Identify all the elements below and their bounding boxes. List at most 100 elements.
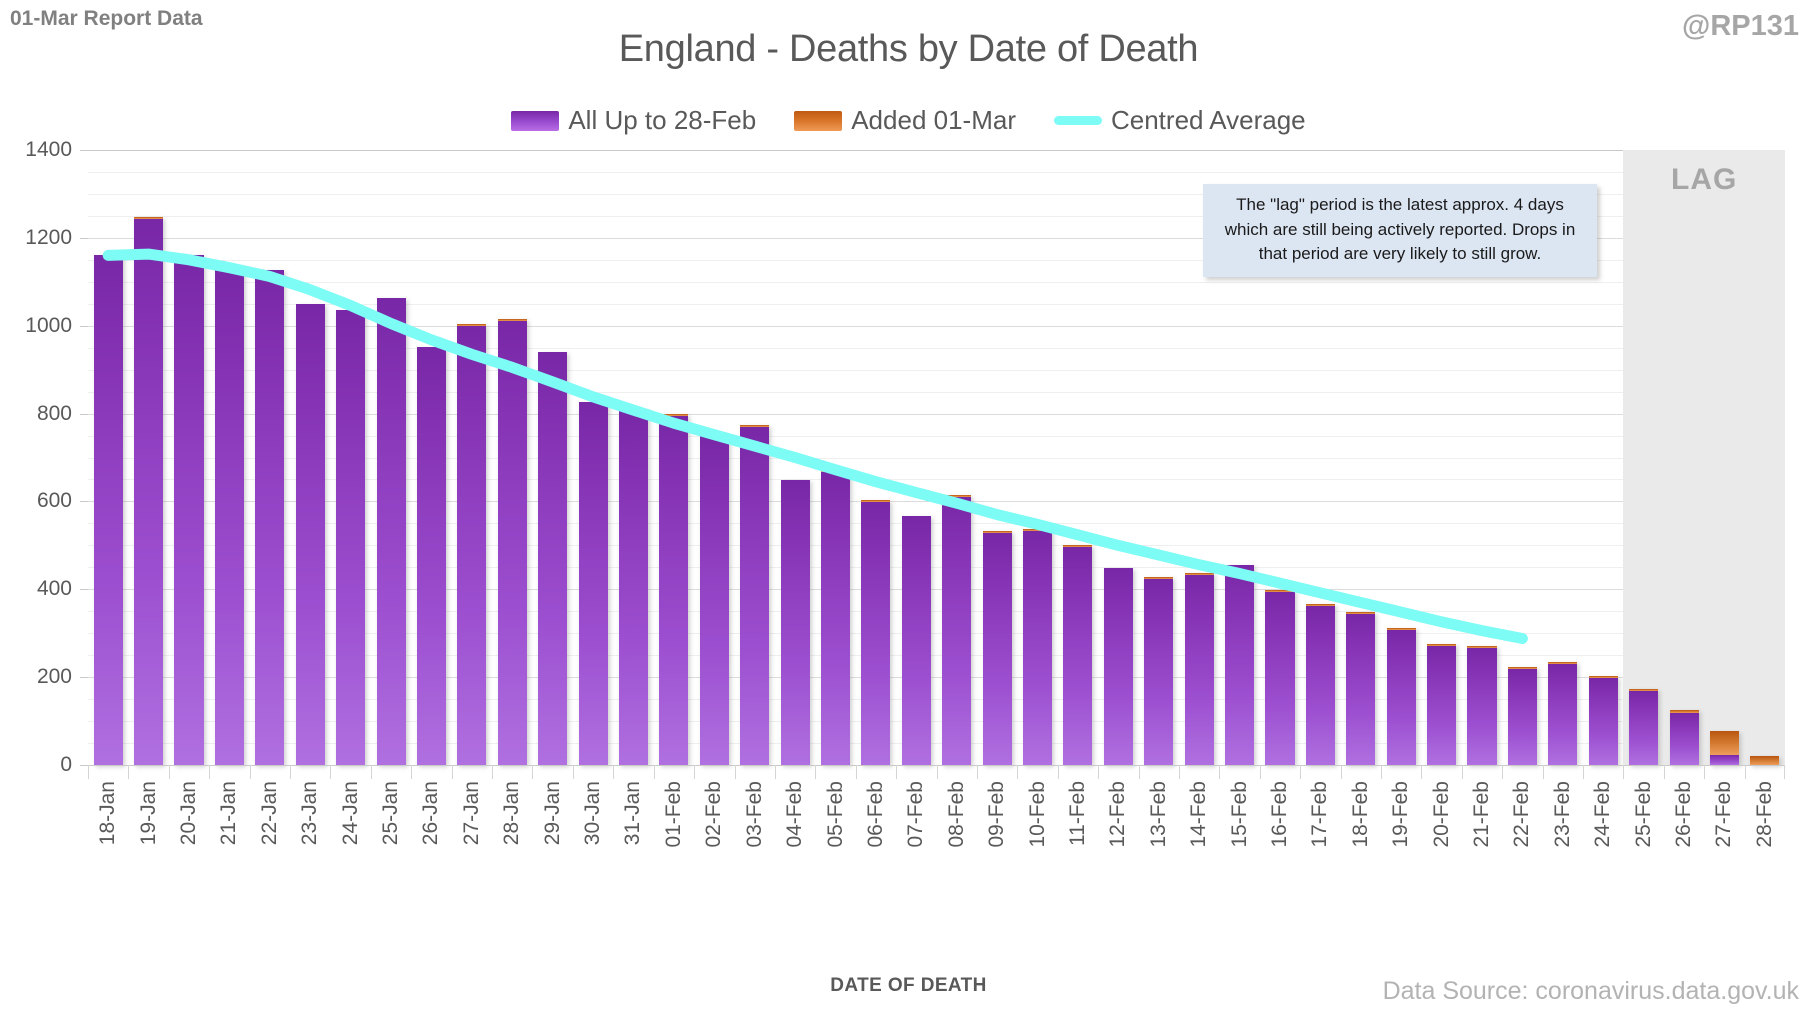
x-axis-label-text: 21-Jan	[217, 781, 241, 846]
bar-18-Feb[interactable]	[1346, 612, 1376, 765]
x-axis-tick	[1300, 765, 1340, 779]
bar-slot	[1502, 150, 1542, 765]
x-axis-label: 08-Feb	[937, 781, 977, 876]
bar-20-Jan[interactable]	[174, 255, 204, 765]
bar-02-Feb[interactable]	[699, 434, 729, 765]
bar-23-Jan[interactable]	[295, 303, 325, 765]
bar-slot	[1543, 150, 1583, 765]
bar-20-Feb[interactable]	[1427, 643, 1457, 765]
x-axis-label-text: 12-Feb	[1106, 781, 1130, 848]
bar-03-Feb[interactable]	[740, 424, 770, 765]
bar-segment-added	[1063, 544, 1093, 547]
x-axis-label-text: 01-Feb	[661, 781, 685, 848]
y-axis-tick-mark	[80, 237, 88, 239]
bar-slot	[1745, 150, 1785, 765]
bar-27-Feb[interactable]	[1709, 730, 1739, 765]
x-axis-label-text: 31-Jan	[621, 781, 645, 846]
x-axis-label-text: 14-Feb	[1187, 781, 1211, 848]
bar-21-Jan[interactable]	[214, 267, 244, 765]
bar-17-Feb[interactable]	[1305, 604, 1335, 765]
bar-22-Jan[interactable]	[255, 269, 285, 765]
bar-13-Feb[interactable]	[1144, 577, 1174, 765]
x-axis-label-text: 19-Jan	[136, 781, 160, 846]
bar-slot	[1017, 150, 1057, 765]
bar-23-Feb[interactable]	[1548, 661, 1578, 765]
x-axis-tick	[1138, 765, 1179, 779]
y-axis-tick-mark	[80, 413, 88, 415]
bar-segment-added	[740, 424, 770, 427]
bar-18-Jan[interactable]	[93, 254, 123, 765]
x-axis-tick	[290, 765, 330, 779]
bar-14-Feb[interactable]	[1184, 573, 1214, 765]
bar-04-Feb[interactable]	[780, 480, 810, 765]
y-axis-tick-label: 200	[36, 665, 72, 689]
y-axis-tick-label: 0	[60, 753, 72, 776]
bar-slot	[1583, 150, 1623, 765]
x-axis-label: 22-Feb	[1502, 781, 1542, 876]
bar-05-Feb[interactable]	[820, 470, 851, 765]
bar-26-Feb[interactable]	[1669, 709, 1699, 765]
bar-29-Jan[interactable]	[538, 352, 568, 765]
bar-28-Feb[interactable]	[1750, 756, 1780, 765]
bar-28-Jan[interactable]	[497, 318, 527, 765]
x-axis-label-text: 09-Feb	[985, 781, 1009, 848]
bar-01-Feb[interactable]	[659, 414, 689, 765]
bar-19-Feb[interactable]	[1386, 628, 1416, 765]
bar-12-Feb[interactable]	[1103, 568, 1133, 765]
bar-24-Jan[interactable]	[336, 310, 366, 765]
legend-item-added[interactable]: Added 01-Mar	[794, 105, 1016, 136]
bar-19-Jan[interactable]	[134, 216, 164, 765]
x-axis-label-text: 28-Feb	[1752, 781, 1776, 848]
legend-label-centred-average: Centred Average	[1110, 105, 1306, 135]
bar-31-Jan[interactable]	[618, 409, 649, 765]
bar-26-Jan[interactable]	[416, 346, 446, 765]
bar-segment-added	[457, 323, 487, 326]
bar-segment-added	[1548, 661, 1578, 664]
bar-segment-all-up-to	[1063, 546, 1093, 765]
x-axis-label-text: 26-Feb	[1672, 781, 1696, 848]
gridline	[88, 171, 1785, 173]
x-axis-label-text: 25-Feb	[1631, 781, 1655, 848]
bar-16-Feb[interactable]	[1265, 589, 1295, 765]
bar-21-Feb[interactable]	[1467, 646, 1497, 765]
gridline	[88, 281, 1785, 283]
bar-25-Jan[interactable]	[376, 298, 406, 765]
x-axis-tick	[88, 765, 128, 779]
bar-30-Jan[interactable]	[578, 402, 608, 765]
bar-segment-all-up-to	[901, 516, 931, 765]
y-axis-tick-mark	[80, 677, 88, 679]
x-axis-label: 18-Jan	[88, 781, 128, 876]
x-axis-tick	[1057, 765, 1098, 779]
bar-10-Feb[interactable]	[1023, 528, 1053, 765]
legend-item-all-up-to[interactable]: All Up to 28-Feb	[511, 105, 756, 136]
bar-25-Feb[interactable]	[1629, 688, 1659, 765]
bar-slot	[775, 150, 815, 765]
gridline	[88, 589, 1785, 591]
average-line-path	[108, 254, 1522, 638]
bar-06-Feb[interactable]	[861, 499, 891, 765]
x-axis-tick	[1542, 765, 1583, 779]
x-axis-tick	[249, 765, 290, 779]
bar-11-Feb[interactable]	[1063, 544, 1093, 765]
bar-24-Feb[interactable]	[1588, 676, 1618, 765]
x-axis-label-text: 18-Jan	[96, 781, 120, 846]
bar-09-Feb[interactable]	[982, 530, 1012, 765]
y-axis-tick-mark	[80, 150, 88, 151]
bar-22-Feb[interactable]	[1507, 667, 1537, 765]
bar-segment-all-up-to	[214, 267, 244, 765]
gridline	[88, 237, 1785, 239]
bar-segment-added	[1750, 756, 1780, 765]
bar-slot	[532, 150, 572, 765]
bar-15-Feb[interactable]	[1225, 564, 1255, 765]
bar-07-Feb[interactable]	[901, 516, 931, 765]
bar-27-Jan[interactable]	[457, 323, 487, 765]
x-axis-label: 28-Feb	[1745, 781, 1785, 876]
x-axis-tick	[1744, 765, 1786, 779]
legend-item-centred-average[interactable]: Centred Average	[1053, 105, 1306, 136]
x-axis-label: 07-Feb	[896, 781, 936, 876]
bar-segment-added	[1507, 667, 1537, 670]
report-data-label: 01-Mar Report Data	[10, 7, 203, 30]
bar-segment-added	[1265, 589, 1295, 592]
bar-segment-all-up-to	[1265, 591, 1295, 765]
bar-08-Feb[interactable]	[942, 494, 972, 765]
